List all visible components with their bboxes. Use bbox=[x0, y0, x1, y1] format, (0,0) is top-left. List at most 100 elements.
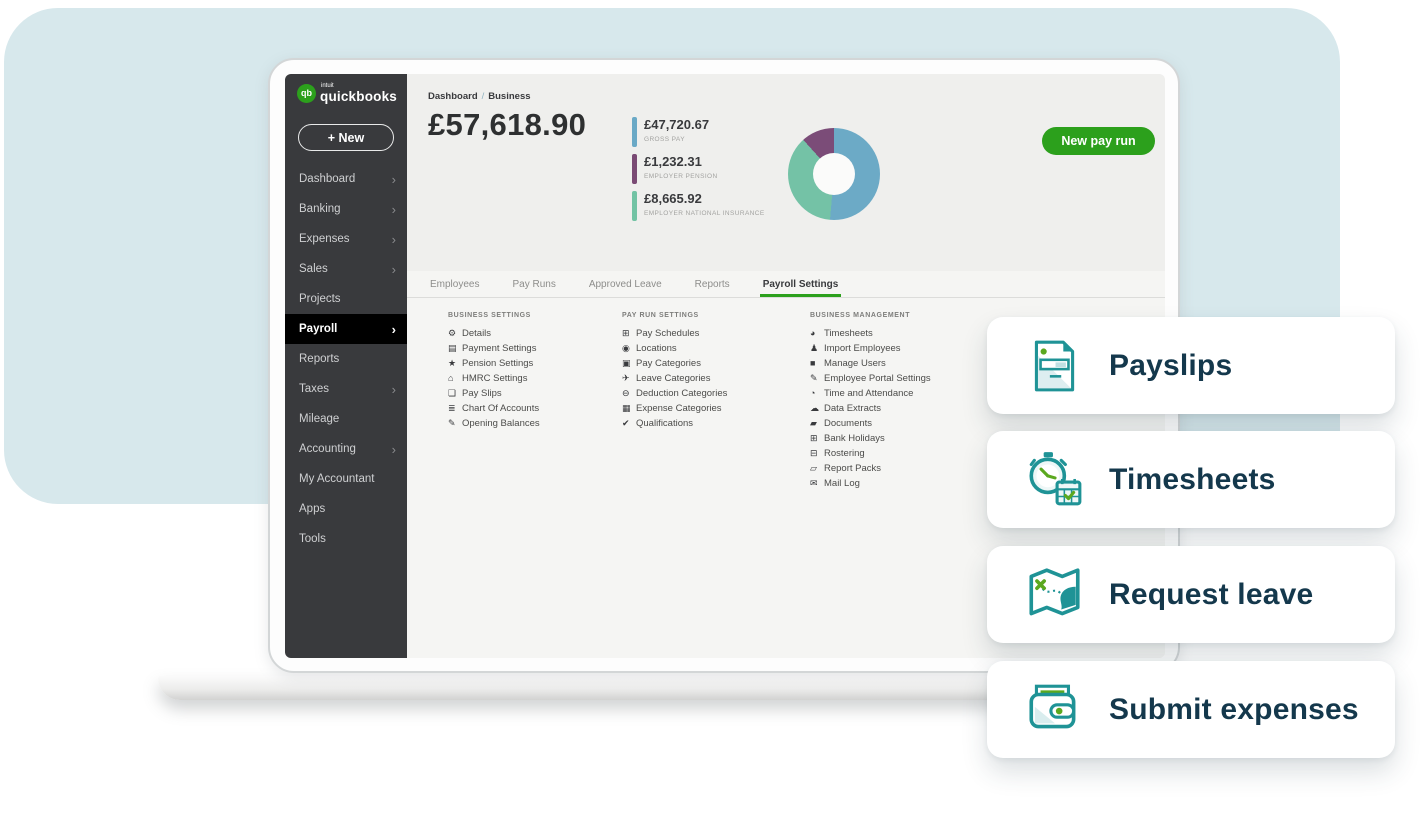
breadcrumb: Dashboard / Business bbox=[428, 91, 531, 102]
card-request-leave[interactable]: Request leave bbox=[987, 546, 1395, 643]
card-submit-expenses[interactable]: Submit expenses bbox=[987, 661, 1395, 758]
settings-link-bank-holidays[interactable]: ⊞ Bank Holidays bbox=[810, 431, 980, 446]
settings-link-label: Payment Settings bbox=[462, 343, 537, 354]
settings-link-rostering[interactable]: ⊟ Rostering bbox=[810, 446, 980, 461]
time-icon: ◔ bbox=[810, 388, 816, 398]
stat-employer-national-insurance: £8,665.92 EMPLOYER NATIONAL INSURANCE bbox=[632, 191, 765, 221]
sidebar-item-label: Taxes bbox=[299, 383, 330, 395]
settings-link-details[interactable]: ⚙ Details bbox=[448, 326, 618, 341]
column-heading: PAY RUN SETTINGS bbox=[622, 312, 699, 319]
tab-reports[interactable]: Reports bbox=[694, 279, 730, 290]
stat-gross-pay: £47,720.67 GROSS PAY bbox=[632, 117, 765, 147]
sidebar-item-dashboard[interactable]: Dashboard › bbox=[285, 164, 407, 194]
settings-link-label: Opening Balances bbox=[462, 418, 540, 429]
sidebar-item-accounting[interactable]: Accounting › bbox=[285, 434, 407, 464]
sidebar-item-banking[interactable]: Banking › bbox=[285, 194, 407, 224]
donut-hole bbox=[813, 153, 855, 195]
people-icon: ♟ bbox=[810, 343, 819, 353]
sidebar-item-reports[interactable]: Reports bbox=[285, 344, 407, 374]
breadcrumb-dashboard[interactable]: Dashboard bbox=[428, 91, 478, 102]
card-label: Submit expenses bbox=[1109, 692, 1359, 726]
settings-link-hmrc-settings[interactable]: ⌂ HMRC Settings bbox=[448, 371, 618, 386]
settings-link-expense-categories[interactable]: ▦ Expense Categories bbox=[622, 401, 792, 416]
new-pay-run-button[interactable]: New pay run bbox=[1042, 127, 1155, 155]
payroll-tabs: Employees Pay Runs Approved Leave Report… bbox=[430, 272, 841, 297]
sidebar-item-taxes[interactable]: Taxes › bbox=[285, 374, 407, 404]
settings-link-label: Data Extracts bbox=[824, 403, 882, 414]
settings-link-label: Manage Users bbox=[824, 358, 886, 369]
minus-circle-icon: ⊖ bbox=[622, 388, 630, 398]
star-icon: ★ bbox=[448, 358, 457, 368]
tab-payroll-settings[interactable]: Payroll Settings bbox=[759, 272, 841, 297]
chevron-right-icon: › bbox=[391, 321, 396, 337]
settings-link-documents[interactable]: ▰ Documents bbox=[810, 416, 980, 431]
settings-link-label: Report Packs bbox=[824, 463, 882, 474]
settings-link-mail-log[interactable]: ✉ Mail Log bbox=[810, 476, 980, 491]
pay-run-settings-column: PAY RUN SETTINGS ⊞ Pay Schedules ◉ Locatio… bbox=[622, 312, 792, 431]
sidebar-item-label: My Accountant bbox=[299, 473, 375, 485]
sidebar-item-apps[interactable]: Apps bbox=[285, 494, 407, 524]
pencil-icon: ✎ bbox=[810, 373, 818, 383]
intuit-wordmark: intuit bbox=[321, 83, 334, 89]
settings-link-employee-portal-settings[interactable]: ✎ Employee Portal Settings bbox=[810, 371, 980, 386]
settings-link-import-employees[interactable]: ♟ Import Employees bbox=[810, 341, 980, 356]
payroll-donut-chart bbox=[788, 128, 880, 220]
new-button[interactable]: + New bbox=[298, 124, 394, 151]
settings-link-timesheets[interactable]: ◕ Timesheets bbox=[810, 326, 980, 341]
sidebar-item-label: Apps bbox=[299, 503, 326, 515]
wallet-icon bbox=[1023, 679, 1085, 741]
settings-link-deduction-categories[interactable]: ⊖ Deduction Categories bbox=[622, 386, 792, 401]
map-icon bbox=[1023, 564, 1085, 626]
sidebar-item-my-accountant[interactable]: My Accountant bbox=[285, 464, 407, 494]
card-payslips[interactable]: Payslips bbox=[987, 317, 1395, 414]
settings-link-locations[interactable]: ◉ Locations bbox=[622, 341, 792, 356]
settings-link-payment-settings[interactable]: ▤ Payment Settings bbox=[448, 341, 618, 356]
settings-link-time-and-attendance[interactable]: ◔ Time and Attendance bbox=[810, 386, 980, 401]
globe-icon: ◉ bbox=[622, 343, 630, 353]
settings-link-pay-schedules[interactable]: ⊞ Pay Schedules bbox=[622, 326, 792, 341]
settings-link-opening-balances[interactable]: ✎ Opening Balances bbox=[448, 416, 618, 431]
pen-icon: ✎ bbox=[448, 418, 456, 428]
sidebar-item-mileage[interactable]: Mileage bbox=[285, 404, 407, 434]
sidebar-item-projects[interactable]: Projects bbox=[285, 284, 407, 314]
list-icon: ≣ bbox=[448, 403, 456, 413]
settings-link-label: Bank Holidays bbox=[824, 433, 885, 444]
calendar-icon: ⊞ bbox=[622, 328, 630, 338]
quickbooks-logo: qb intuit quickbooks bbox=[297, 83, 397, 104]
card-label: Payslips bbox=[1109, 348, 1233, 382]
settings-link-pay-categories[interactable]: ▣ Pay Categories bbox=[622, 356, 792, 371]
settings-link-report-packs[interactable]: ▱ Report Packs bbox=[810, 461, 980, 476]
sidebar-item-label: Mileage bbox=[299, 413, 340, 425]
settings-link-label: Deduction Categories bbox=[636, 388, 728, 399]
sidebar-item-tools[interactable]: Tools bbox=[285, 524, 407, 554]
tab-pay-runs[interactable]: Pay Runs bbox=[512, 279, 556, 290]
settings-link-pension-settings[interactable]: ★ Pension Settings bbox=[448, 356, 618, 371]
folder-open-icon: ▱ bbox=[810, 463, 817, 473]
tab-approved-leave[interactable]: Approved Leave bbox=[588, 279, 662, 290]
sidebar-item-expenses[interactable]: Expenses › bbox=[285, 224, 407, 254]
sidebar-item-payroll[interactable]: Payroll › bbox=[285, 314, 407, 344]
roster-calendar-icon: ⊟ bbox=[810, 448, 818, 458]
settings-link-manage-users[interactable]: ■ Manage Users bbox=[810, 356, 980, 371]
stat-label: EMPLOYER NATIONAL INSURANCE bbox=[644, 209, 765, 217]
card-timesheets[interactable]: Timesheets bbox=[987, 431, 1395, 528]
settings-link-chart-of-accounts[interactable]: ≣ Chart Of Accounts bbox=[448, 401, 618, 416]
settings-link-pay-slips[interactable]: ❏ Pay Slips bbox=[448, 386, 618, 401]
stat-bar bbox=[632, 191, 637, 221]
settings-link-qualifications[interactable]: ✔ Qualifications bbox=[622, 416, 792, 431]
sidebar-item-label: Payroll bbox=[299, 323, 338, 335]
business-management-column: BUSINESS MANAGEMENT ◕ Timesheets ♟ Import … bbox=[810, 312, 980, 491]
card-label: Timesheets bbox=[1109, 462, 1276, 496]
stat-label: EMPLOYER PENSION bbox=[644, 172, 718, 180]
document-icon: ❏ bbox=[448, 388, 457, 398]
payroll-summary-header bbox=[407, 74, 1165, 271]
breadcrumb-business[interactable]: Business bbox=[488, 91, 531, 102]
settings-link-label: Pay Schedules bbox=[636, 328, 700, 339]
sidebar-item-sales[interactable]: Sales › bbox=[285, 254, 407, 284]
settings-link-label: Locations bbox=[636, 343, 677, 354]
settings-link-leave-categories[interactable]: ✈ Leave Categories bbox=[622, 371, 792, 386]
tab-employees[interactable]: Employees bbox=[430, 279, 480, 290]
calendar-icon: ⊞ bbox=[810, 433, 818, 443]
settings-link-data-extracts[interactable]: ☁ Data Extracts bbox=[810, 401, 980, 416]
quickbooks-wordmark: intuit quickbooks bbox=[320, 83, 397, 104]
